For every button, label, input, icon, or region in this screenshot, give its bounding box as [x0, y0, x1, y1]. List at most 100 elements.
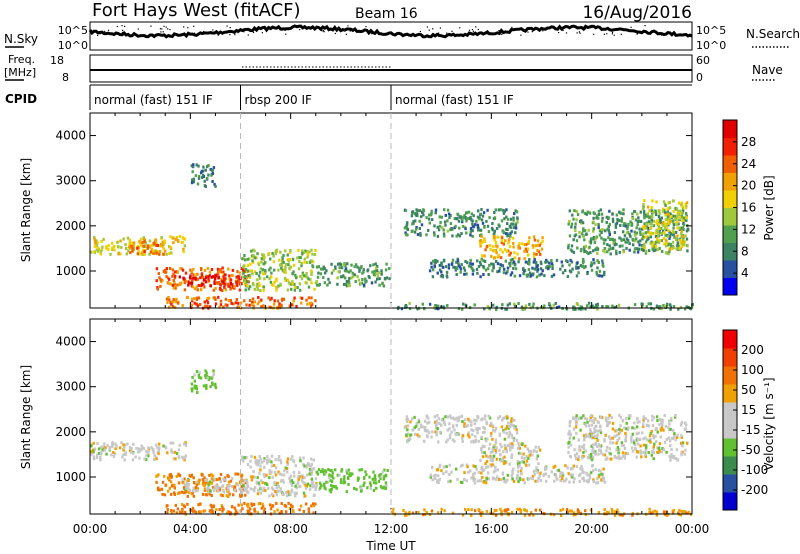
- x-tick-label: 16:00: [474, 522, 509, 536]
- power-ylabel: Slant Range [km]: [19, 158, 33, 262]
- echo-cell: [416, 433, 419, 437]
- echo-cell: [137, 249, 140, 253]
- echo-cell: [541, 239, 544, 243]
- echo-cell: [503, 267, 506, 271]
- echo-cell: [463, 422, 466, 426]
- echo-cell: [668, 230, 671, 234]
- echo-cell: [237, 276, 240, 280]
- echo-cell: [405, 418, 408, 422]
- echo-cell: [600, 451, 603, 455]
- echo-cell: [553, 464, 557, 468]
- echo-cell: [312, 494, 316, 498]
- echo-cell: [205, 386, 208, 390]
- echo-cell: [351, 271, 354, 275]
- echo-cell: [222, 280, 225, 284]
- echo-cell: [503, 443, 506, 447]
- echo-cell: [554, 301, 557, 305]
- echo-cell: [259, 491, 262, 495]
- echo-cell: [482, 264, 485, 268]
- echo-cell: [590, 423, 594, 427]
- echo-cell: [418, 227, 421, 230]
- echo-cell: [625, 231, 629, 235]
- echo-cell: [487, 471, 490, 475]
- echo-cell: [522, 268, 525, 271]
- echo-cell: [485, 459, 489, 463]
- echo-cell: [532, 469, 536, 473]
- colorbar-swatch: [723, 384, 737, 403]
- echo-cell: [679, 513, 682, 517]
- echo-cell: [231, 285, 234, 289]
- echo-cell: [479, 228, 482, 232]
- echo-cell: [244, 275, 247, 279]
- echo-cell: [461, 436, 464, 440]
- echo-cell: [172, 457, 175, 461]
- echo-cell: [448, 427, 451, 431]
- freq-right-tick-bottom: 0: [696, 71, 703, 84]
- echo-cell: [291, 257, 295, 261]
- echo-cell: [592, 227, 595, 231]
- echo-cell: [480, 254, 484, 258]
- echo-cell: [453, 266, 457, 269]
- echo-cell: [243, 299, 246, 303]
- echo-cell: [642, 245, 645, 249]
- echo-cell: [508, 462, 511, 466]
- echo-cell: [510, 510, 514, 514]
- echo-cell: [606, 305, 610, 309]
- echo-cell: [305, 298, 308, 302]
- echo-cell: [427, 217, 431, 221]
- echo-cell: [351, 472, 354, 476]
- echo-cell: [262, 510, 266, 514]
- echo-cell: [288, 304, 291, 308]
- echo-cell: [668, 206, 672, 210]
- echo-cell: [623, 234, 627, 238]
- echo-cell: [322, 276, 325, 279]
- echo-cell: [516, 460, 519, 463]
- echo-cell: [124, 453, 127, 456]
- echo-cell: [291, 280, 294, 284]
- echo-cell: [494, 451, 498, 455]
- echo-cell: [513, 274, 517, 278]
- echo-cell: [339, 263, 342, 267]
- echo-cell: [288, 282, 291, 286]
- echo-cell: [152, 251, 155, 255]
- echo-cell: [229, 287, 232, 291]
- echo-cell: [92, 457, 96, 461]
- echo-cell: [199, 376, 203, 380]
- echo-cell: [416, 233, 420, 237]
- echo-cell: [158, 442, 161, 446]
- echo-cell: [192, 276, 195, 280]
- echo-cell: [584, 435, 588, 439]
- echo-cell: [497, 416, 500, 420]
- echo-cell: [263, 465, 266, 469]
- echo-cell: [512, 439, 516, 442]
- echo-cell: [664, 251, 668, 255]
- echo-cell: [475, 419, 478, 422]
- echo-cell: [92, 441, 95, 445]
- echo-cell: [300, 479, 304, 483]
- echo-cell: [555, 258, 559, 262]
- echo-cell: [284, 504, 288, 508]
- echo-cell: [662, 510, 666, 514]
- echo-cell: [642, 203, 645, 207]
- echo-cell: [369, 264, 372, 268]
- echo-cell: [197, 373, 200, 377]
- echo-cell: [164, 249, 167, 253]
- echo-cell: [268, 494, 271, 498]
- echo-cell: [528, 236, 531, 240]
- echo-cell: [546, 260, 549, 264]
- echo-cell: [472, 464, 475, 468]
- echo-cell: [487, 477, 490, 481]
- echo-cell: [583, 229, 587, 233]
- echo-cell: [630, 229, 633, 233]
- echo-cell: [270, 470, 273, 474]
- echo-cell: [192, 494, 196, 498]
- echo-cell: [479, 263, 482, 267]
- echo-cell: [174, 457, 177, 461]
- echo-cell: [268, 268, 271, 272]
- echo-cell: [516, 507, 519, 511]
- echo-cell: [513, 262, 517, 266]
- echo-cell: [568, 454, 572, 458]
- echo-cell: [631, 432, 634, 436]
- echo-cell: [592, 220, 595, 224]
- echo-cell: [559, 472, 562, 476]
